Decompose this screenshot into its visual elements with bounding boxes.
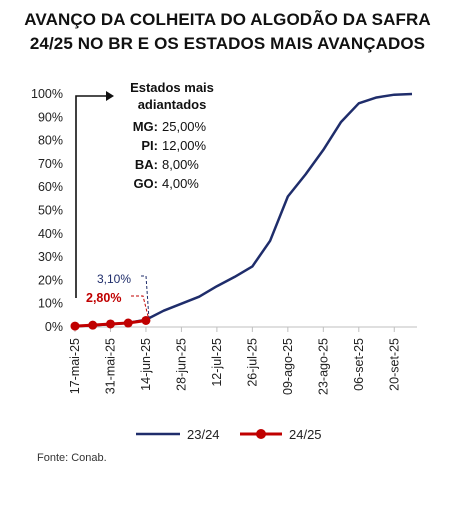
legend-label-2324: 23/24 (187, 427, 220, 442)
y-tick-label: 50% (38, 204, 63, 218)
annotation-header-2: adiantados (138, 97, 207, 112)
x-tick-label: 14-jun-25 (139, 338, 153, 391)
x-tick-label: 26-jul-25 (245, 338, 259, 387)
annotation-state-ba: BA: (135, 157, 158, 172)
x-tick-label: 12-jul-25 (210, 338, 224, 387)
legend: 23/24 24/25 (136, 427, 322, 442)
y-tick-label: 70% (38, 157, 63, 171)
x-tick-label: 20-set-25 (387, 338, 401, 391)
annotation-arrow-line (75, 95, 108, 298)
chart-title-line-2: 24/25 NO BR E OS ESTADOS MAIS AVANÇADOS (29, 34, 426, 53)
annotation-value-ba: 8,00% (162, 157, 199, 172)
y-tick-label: 10% (38, 297, 63, 311)
annotation-value-pi: 12,00% (162, 138, 207, 153)
annotation-header-1: Estados mais (130, 80, 214, 95)
y-tick-label: 40% (38, 227, 63, 241)
series-line-2324 (74, 92, 413, 328)
callout-line-2425 (131, 295, 150, 321)
series-point-2425 (105, 319, 115, 329)
series-point-2425 (88, 320, 98, 330)
annotation-value-mg: 25,00% (162, 119, 207, 134)
annotation-state-mg: MG: (133, 119, 158, 134)
y-tick-label: 90% (38, 110, 63, 124)
x-tick-label: 17-mai-25 (68, 338, 82, 394)
series-point-2425 (123, 318, 133, 328)
callout-line-2324 (141, 275, 150, 320)
series-point-2425 (70, 321, 80, 331)
annotation-state-go: GO: (133, 176, 158, 191)
label-2324-latest: 3,10% (97, 272, 131, 286)
source-note: Fonte: Conab. (37, 452, 107, 464)
x-axis: 17-mai-25 31-mai-25 14-jun-25 28-jun-25 12-j… (68, 326, 417, 395)
y-tick-label: 60% (38, 180, 63, 194)
label-2425-latest: 2,80% (86, 291, 121, 305)
x-tick-label: 23-ago-25 (316, 338, 330, 395)
y-tick-label: 0% (45, 320, 63, 334)
annotation-states: Estados mais adiantados MG: 25,00% PI: 1… (75, 80, 214, 298)
series-layer (70, 92, 413, 331)
y-axis: 0% 10% 20% 30% 40% 50% 60% 70% 80% 90% 100% (31, 87, 63, 334)
x-tick-label: 06-set-25 (352, 338, 366, 391)
y-tick-label: 30% (38, 250, 63, 264)
annotation-arrow-head (106, 91, 114, 101)
point-callouts: 3,10% 2,80% (86, 272, 150, 321)
legend-label-2425: 24/25 (289, 427, 322, 442)
series-point-2425 (141, 315, 151, 325)
annotation-value-go: 4,00% (162, 176, 199, 191)
x-tick-label: 28-jun-25 (174, 338, 188, 391)
x-tick-label: 09-ago-25 (281, 338, 295, 395)
y-tick-label: 100% (31, 87, 63, 101)
x-tick-label: 31-mai-25 (103, 338, 117, 394)
y-tick-label: 80% (38, 134, 63, 148)
legend-marker-2425 (256, 429, 266, 439)
y-tick-label: 20% (38, 273, 63, 287)
chart-title-line-1: AVANÇO DA COLHEITA DO ALGODÃO DA SAFRA (24, 10, 431, 29)
annotation-state-pi: PI: (141, 138, 158, 153)
